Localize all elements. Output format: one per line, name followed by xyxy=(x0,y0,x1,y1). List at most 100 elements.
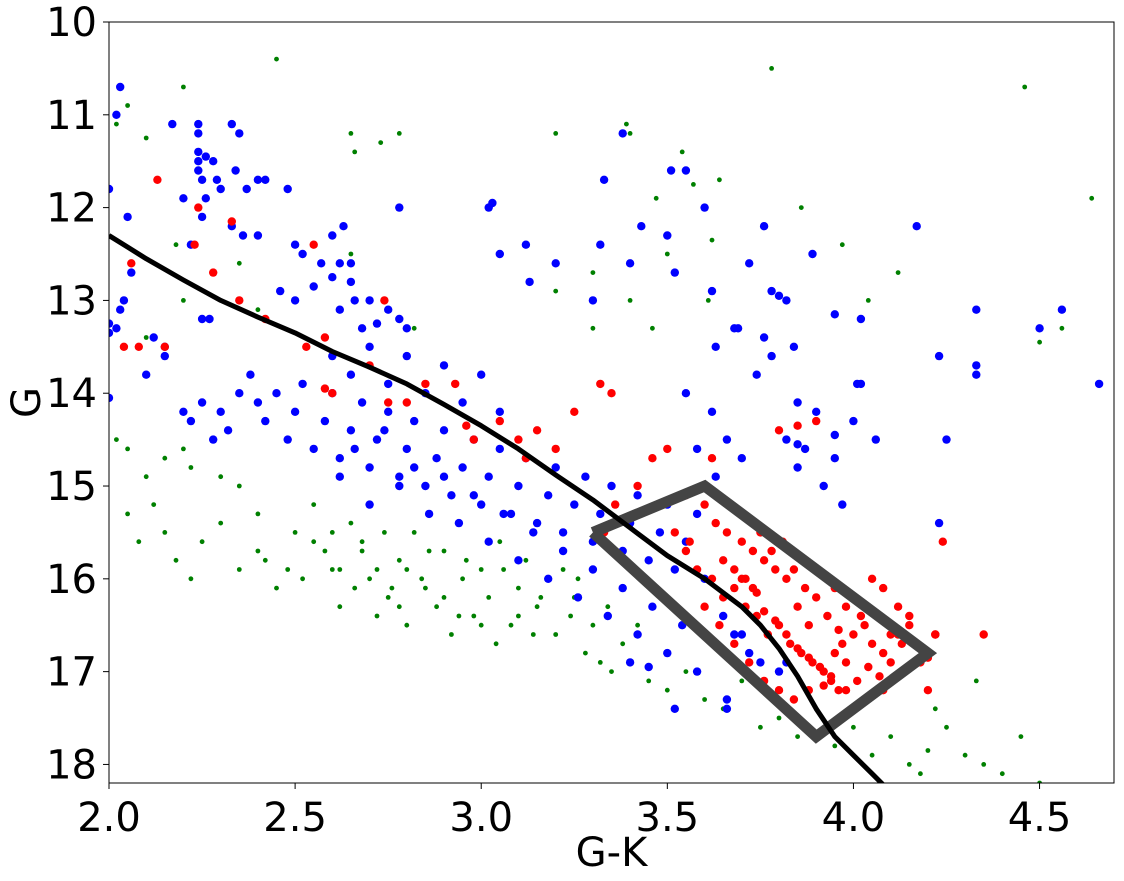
green-point xyxy=(776,715,782,721)
blue-point xyxy=(782,435,791,444)
blue-point xyxy=(127,268,136,277)
red-point xyxy=(730,565,739,574)
blue-point xyxy=(655,528,665,537)
blue-point xyxy=(357,398,367,407)
blue-point xyxy=(495,444,504,454)
green-point xyxy=(758,724,763,730)
green-point xyxy=(553,632,559,637)
green-point xyxy=(1037,339,1042,345)
ticks: 2.0 2.5 3.0 3.5 4.0 4.5 10 11 12 13 14 15 16 17 18 xyxy=(46,0,1071,841)
red-point xyxy=(302,342,311,351)
green-point xyxy=(944,724,949,730)
green-point xyxy=(125,446,130,452)
blue-point xyxy=(670,565,679,574)
green-point xyxy=(255,548,261,554)
green-point xyxy=(523,557,529,563)
blue-point xyxy=(365,500,374,509)
red-point xyxy=(815,662,825,672)
red-point xyxy=(748,546,758,556)
red-point xyxy=(819,681,828,690)
green-point xyxy=(534,604,540,610)
blue-point xyxy=(298,249,307,259)
blue-point xyxy=(499,509,508,519)
blue-point xyxy=(484,537,493,546)
green-point xyxy=(769,66,774,71)
red-point xyxy=(834,625,843,635)
green-point xyxy=(359,548,365,554)
blue-point xyxy=(972,370,981,379)
blue-point xyxy=(774,667,784,676)
red-point xyxy=(737,537,746,546)
blue-point xyxy=(439,472,449,481)
blue-point xyxy=(372,435,382,444)
blue-point xyxy=(551,259,560,268)
green-point xyxy=(329,567,335,572)
blue-point xyxy=(142,370,151,379)
y-tick-label: 15 xyxy=(46,464,97,510)
green-point xyxy=(650,325,655,331)
green-point xyxy=(575,576,581,582)
red-point xyxy=(849,630,858,639)
blue-point xyxy=(707,286,717,296)
blue-point xyxy=(599,175,609,184)
blue-point xyxy=(216,407,225,416)
green-point xyxy=(125,511,130,517)
blue-point xyxy=(197,398,207,407)
red-point xyxy=(235,296,244,305)
green-point xyxy=(895,270,901,275)
blue-point xyxy=(194,166,203,175)
green-point xyxy=(389,585,395,591)
green-point xyxy=(151,502,157,507)
green-point xyxy=(1056,785,1061,790)
blue-point xyxy=(357,324,367,333)
blue-point xyxy=(711,342,720,351)
blue-point xyxy=(707,407,717,416)
red-point xyxy=(700,602,709,611)
green-point xyxy=(597,660,603,665)
blue-point xyxy=(782,296,791,305)
red-point xyxy=(663,444,672,454)
green-point xyxy=(143,335,149,340)
green-point xyxy=(624,121,629,127)
green-point xyxy=(516,585,521,591)
blue-point xyxy=(558,528,568,537)
green-point xyxy=(463,557,469,563)
isochrone-line xyxy=(109,233,885,783)
green-point xyxy=(962,752,968,758)
blue-point xyxy=(197,175,207,184)
green-point xyxy=(441,548,447,554)
green-point xyxy=(627,298,633,303)
green-point xyxy=(691,182,696,187)
blue-point xyxy=(711,472,720,481)
green-point xyxy=(411,325,417,331)
blue-point xyxy=(447,491,456,500)
blue-point xyxy=(384,407,393,416)
blue-point xyxy=(253,398,263,407)
red-point xyxy=(227,217,236,226)
blue-point xyxy=(625,259,635,268)
blue-point xyxy=(328,231,337,240)
red-point xyxy=(782,574,791,583)
blue-point xyxy=(246,370,255,379)
green-point xyxy=(456,613,462,619)
green-point xyxy=(478,567,484,572)
y-tick-label: 13 xyxy=(46,278,97,324)
blue-point xyxy=(350,296,359,305)
green-point xyxy=(348,131,354,136)
blue-point xyxy=(402,444,411,454)
blue-point xyxy=(298,379,307,389)
red-point xyxy=(793,421,802,430)
red-point xyxy=(752,588,761,597)
blue-point xyxy=(544,574,553,583)
blue-point xyxy=(819,481,828,491)
red-point xyxy=(719,556,728,565)
blue-point xyxy=(730,630,739,639)
blue-point xyxy=(109,328,114,338)
blue-point xyxy=(235,389,244,398)
blue-point xyxy=(201,194,210,203)
green-point xyxy=(236,567,242,572)
green-point xyxy=(553,288,559,294)
green-point xyxy=(679,149,685,155)
green-point xyxy=(359,539,365,545)
blue-point xyxy=(719,611,728,621)
